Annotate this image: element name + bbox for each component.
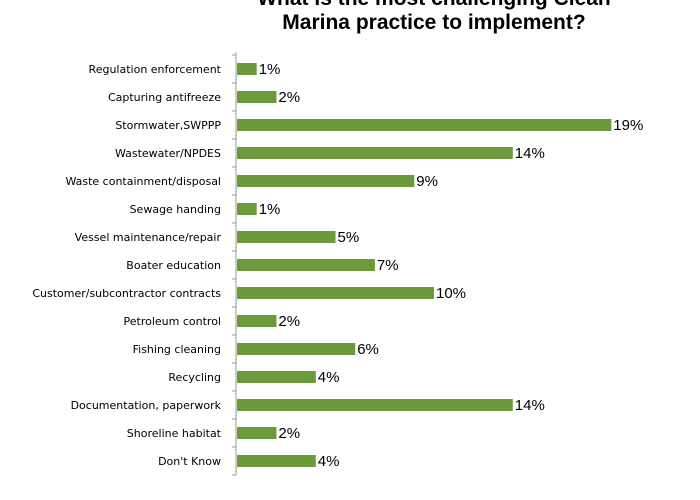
category-label: Capturing antifreeze: [108, 91, 221, 104]
data-label: 4%: [318, 369, 340, 386]
data-label: 19%: [613, 117, 643, 134]
bar: [237, 315, 277, 327]
category-label: Recycling: [168, 371, 221, 384]
data-label: 6%: [357, 341, 379, 358]
data-label: 14%: [515, 397, 545, 414]
category-label: Boater education: [126, 259, 221, 272]
category-label: Petroleum control: [124, 315, 221, 328]
data-label: 4%: [318, 453, 340, 470]
bar: [237, 259, 375, 271]
category-label: Waste containment/disposal: [65, 175, 221, 188]
category-label: Wastewater/NPDES: [115, 147, 221, 160]
category-label: Shoreline habitat: [127, 427, 222, 440]
category-label: Regulation enforcement: [89, 63, 222, 76]
bar: [237, 427, 277, 439]
data-label: 2%: [278, 89, 300, 106]
data-label: 10%: [436, 285, 466, 302]
chart-title-line-2: Marina practice to implement?: [282, 11, 585, 34]
value-labels: 1% 2% 19% 14% 9% 1% 5% 7% 10% 2% 6% 4% 14% 2% 4%: [259, 61, 644, 470]
category-label: Sewage handing: [130, 203, 221, 216]
chart-title-line-1: What is the most challenging Clean: [257, 0, 611, 10]
data-label: 7%: [377, 257, 399, 274]
category-label: Stormwater,SWPPP: [115, 119, 221, 132]
category-labels: Regulation enforcement Capturing antifree…: [32, 63, 221, 468]
bar: [237, 343, 356, 355]
category-label: Vessel maintenance/repair: [75, 231, 222, 244]
data-label: 1%: [259, 61, 281, 78]
bar: [237, 147, 513, 159]
bar: [237, 231, 336, 243]
data-label: 14%: [515, 145, 545, 162]
bar: [237, 91, 277, 103]
bar: [237, 203, 257, 215]
data-label: 2%: [278, 313, 300, 330]
data-label: 1%: [259, 201, 281, 218]
category-label: Fishing cleaning: [133, 343, 221, 356]
bar: [237, 371, 316, 383]
data-label: 5%: [338, 229, 360, 246]
chart-title: What is the most challenging Clean Marin…: [257, 0, 611, 34]
bar-series: [237, 63, 612, 467]
data-label: 9%: [416, 173, 438, 190]
bar: [237, 287, 434, 299]
y-axis-ticks: [232, 54, 236, 476]
bar: [237, 175, 415, 187]
bar: [237, 119, 612, 131]
bar: [237, 63, 257, 75]
category-label: Documentation, paperwork: [71, 399, 222, 412]
bar: [237, 455, 316, 467]
category-label: Don't Know: [158, 455, 221, 468]
data-label: 2%: [278, 425, 300, 442]
bar: [237, 399, 513, 411]
category-label: Customer/subcontractor contracts: [32, 287, 221, 300]
